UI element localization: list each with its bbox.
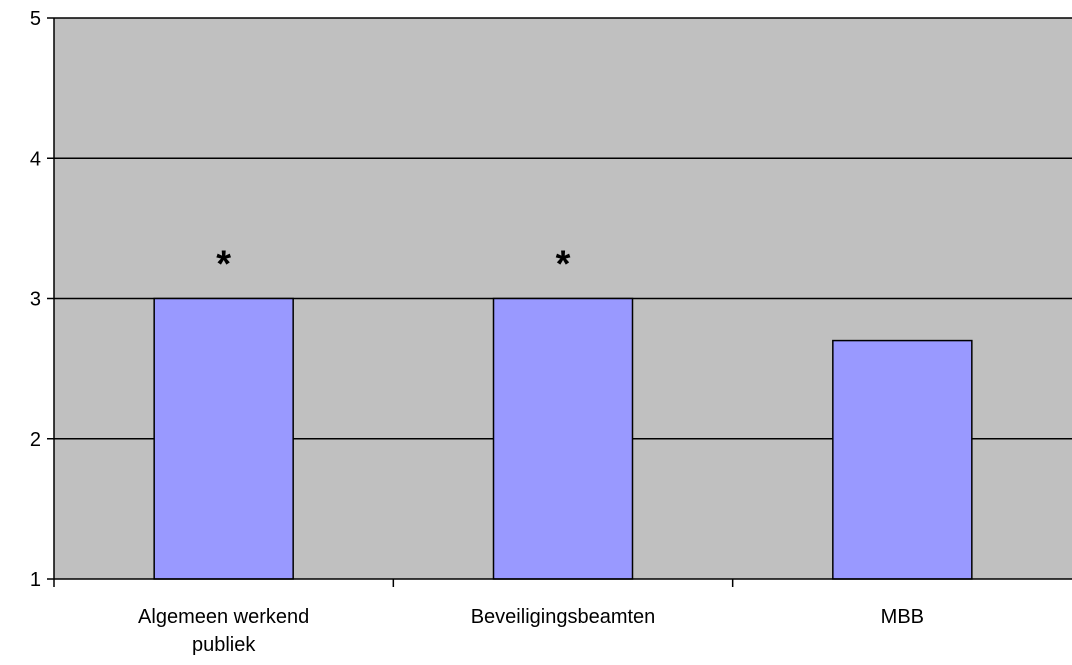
x-tick-label: MBB <box>881 606 924 628</box>
y-tick-label: 2 <box>30 429 41 451</box>
significance-asterisk: * <box>216 244 231 286</box>
bar <box>153 297 294 580</box>
annotations: * * <box>216 244 570 286</box>
significance-asterisk: * <box>556 244 571 286</box>
y-tick-label: 3 <box>30 289 41 311</box>
y-tick-label: 1 <box>30 569 41 591</box>
x-tick-label: Algemeen werkend publiek <box>138 606 309 656</box>
bars <box>153 297 973 580</box>
bar <box>492 297 634 580</box>
y-tick-label: 4 <box>30 148 41 170</box>
x-tick-label: Beveiligingsbeamten <box>471 606 656 628</box>
x-tick-labels: Algemeen werkend publiek Beveiligingsbeamt… <box>53 579 924 656</box>
y-tick-labels: 1 2 3 4 5 <box>30 8 54 591</box>
y-tick-label: 5 <box>30 8 41 30</box>
bar <box>832 339 973 580</box>
